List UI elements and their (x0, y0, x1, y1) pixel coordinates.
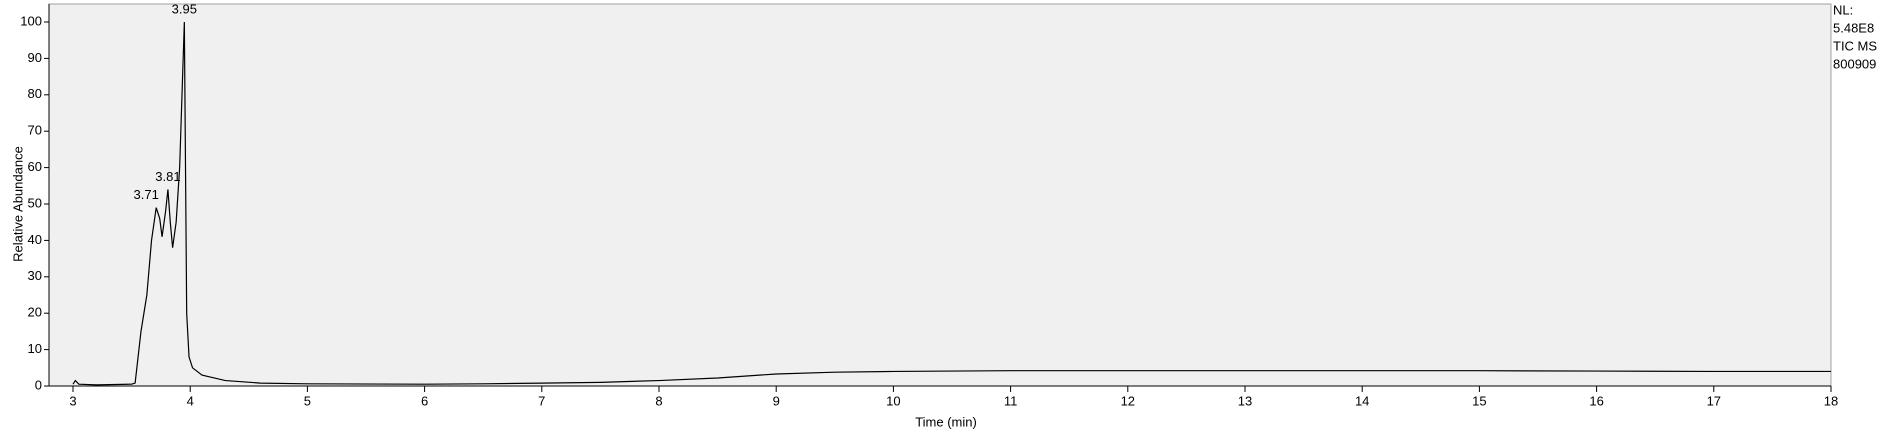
y-tick-label: 90 (28, 50, 42, 65)
x-tick-label: 5 (304, 393, 311, 408)
y-axis-label: Relative Abundance (10, 146, 25, 262)
y-tick-label: 70 (28, 123, 42, 138)
trace-line (72, 21, 1831, 386)
x-axis-label: Time (min) (915, 414, 977, 429)
x-tick-label: 6 (421, 393, 428, 408)
y-tick-label: 0 (35, 377, 42, 392)
info-text: TIC MS (1833, 38, 1877, 53)
y-tick-label: 50 (28, 195, 42, 210)
info-text: 5.48E8 (1833, 20, 1874, 35)
peak-label: 3.95 (172, 1, 197, 16)
peak-label: 3.71 (134, 187, 159, 202)
x-tick-label: 11 (1004, 393, 1018, 408)
x-tick-label: 10 (886, 393, 900, 408)
x-tick-label: 4 (187, 393, 194, 408)
info-text: 800909 (1833, 56, 1876, 71)
x-tick-label: 3 (69, 393, 76, 408)
x-tick-label: 12 (1121, 393, 1135, 408)
x-tick-label: 8 (655, 393, 662, 408)
info-text: NL: (1833, 2, 1853, 17)
y-tick-label: 10 (28, 341, 42, 356)
x-tick-label: 18 (1824, 393, 1838, 408)
plot-area (48, 3, 1832, 387)
x-tick-label: 14 (1355, 393, 1369, 408)
x-tick-label: 9 (773, 393, 780, 408)
x-tick-label: 15 (1472, 393, 1486, 408)
y-tick-label: 100 (20, 13, 42, 28)
peak-label: 3.81 (155, 169, 180, 184)
x-tick-label: 17 (1707, 393, 1721, 408)
x-tick-label: 13 (1238, 393, 1252, 408)
y-tick-label: 20 (28, 305, 42, 320)
y-tick-label: 60 (28, 159, 42, 174)
x-tick-label: 7 (538, 393, 545, 408)
x-tick-label: 16 (1589, 393, 1603, 408)
y-tick-label: 80 (28, 86, 42, 101)
y-tick-label: 30 (28, 268, 42, 283)
y-tick-label: 40 (28, 232, 42, 247)
